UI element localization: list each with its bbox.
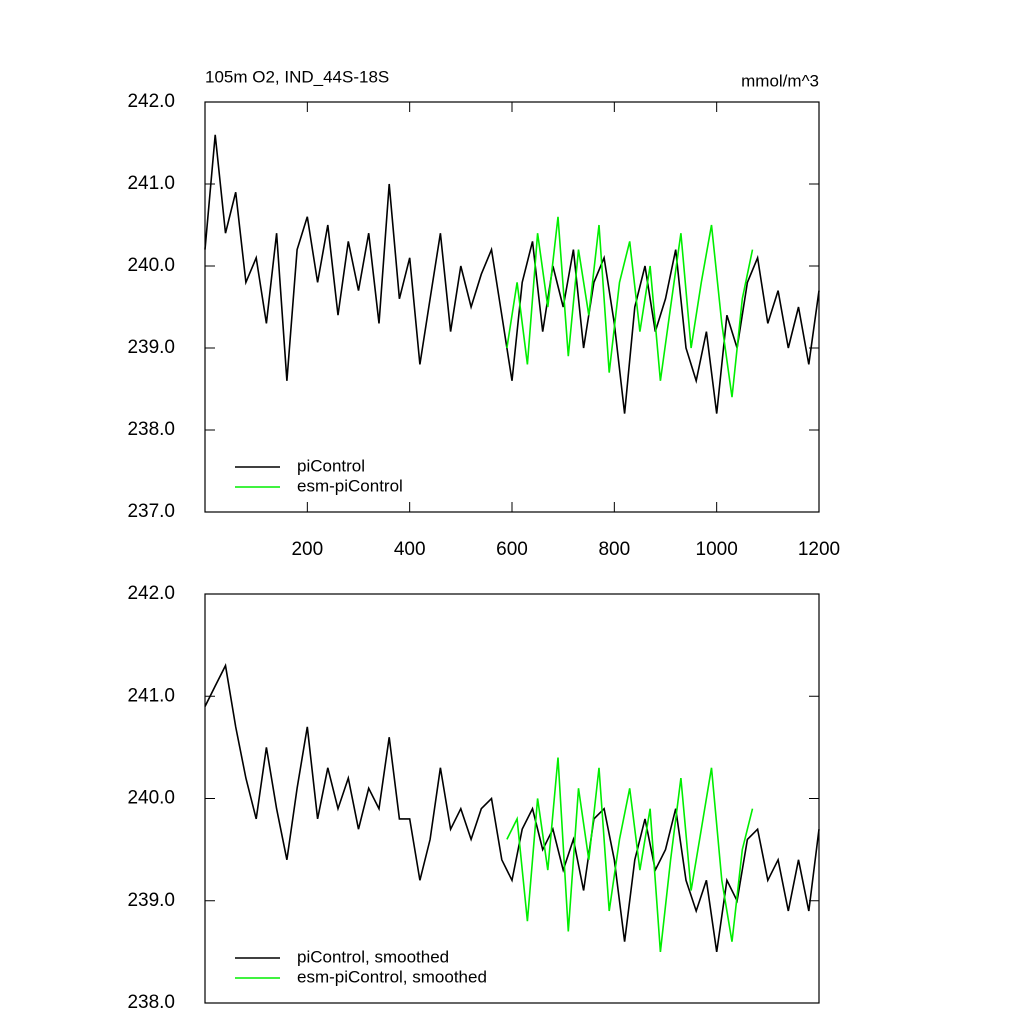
chart-title: 105m O2, IND_44S-18S <box>205 67 389 86</box>
plot-frame <box>204 593 820 1004</box>
y-tick-label: 241.0 <box>127 173 175 194</box>
y-tick-label: 239.0 <box>127 890 175 911</box>
series-line <box>506 757 754 952</box>
legend-label: piControl, smoothed <box>297 947 449 966</box>
y-tick-label: 242.0 <box>127 91 175 112</box>
series-line <box>506 216 754 398</box>
x-tick-label: 800 <box>598 539 630 560</box>
series-line <box>204 134 820 414</box>
x-tick-label: 600 <box>496 539 528 560</box>
x-tick-label: 1000 <box>696 539 738 560</box>
y-tick-label: 238.0 <box>127 419 175 440</box>
y-tick-label: 240.0 <box>127 255 175 276</box>
y-tick-label: 237.0 <box>127 501 175 522</box>
x-tick-label: 200 <box>291 539 323 560</box>
units-label: mmol/m^3 <box>741 71 819 90</box>
legend-label: esm-piControl, smoothed <box>297 967 487 986</box>
series-line <box>204 663 820 953</box>
y-tick-label: 242.0 <box>127 583 175 604</box>
y-tick-label: 238.0 <box>127 992 175 1013</box>
plot-frame <box>204 101 820 513</box>
legend-label: esm-piControl <box>297 476 403 495</box>
x-tick-label: 1200 <box>798 539 840 560</box>
legend-label: piControl <box>297 456 365 475</box>
y-tick-label: 240.0 <box>127 788 175 809</box>
y-tick-label: 239.0 <box>127 337 175 358</box>
y-tick-label: 241.0 <box>127 685 175 706</box>
x-tick-label: 400 <box>394 539 426 560</box>
